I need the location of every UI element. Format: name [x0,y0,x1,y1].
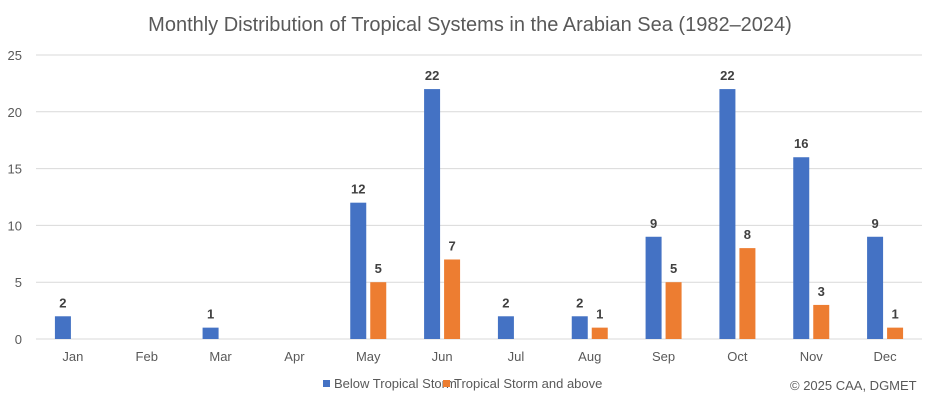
bars [54,89,904,339]
data-label-tropical-storm-and-above-nov: 3 [818,284,825,299]
data-label-below-tropical-storm-may: 12 [351,182,365,197]
x-tick-label-jun: Jun [432,349,453,364]
data-label-below-tropical-storm-jul: 2 [502,295,509,310]
bar-tropical-storm-and-above-dec [887,327,904,339]
copyright-credit: © 2025 CAA, DGMET [790,378,917,393]
bar-below-tropical-storm-dec [867,236,884,339]
legend-label-below-tropical-storm: Below Tropical Storm [334,376,457,391]
x-tick-label-jan: Jan [62,349,83,364]
data-label-below-tropical-storm-sep: 9 [650,216,657,231]
data-label-below-tropical-storm-aug: 2 [576,295,583,310]
gridlines [36,54,922,340]
y-tick-label: 0 [15,332,22,347]
data-label-tropical-storm-and-above-aug: 1 [596,307,603,322]
bar-below-tropical-storm-nov [793,157,810,339]
legend-label-tropical-storm-and-above: Tropical Storm and above [454,376,602,391]
x-axis-ticks: Jan Feb Mar Apr May Jun Jul Aug Sep Oct Nov Dec [62,349,897,364]
bar-below-tropical-storm-mar [202,327,219,339]
data-label-tropical-storm-and-above-dec: 1 [891,307,898,322]
bar-below-tropical-storm-jan [54,316,71,339]
bar-tropical-storm-and-above-may [370,282,387,339]
legend-swatch-tropical-storm-and-above [443,380,450,387]
bar-below-tropical-storm-jun [424,89,441,339]
y-tick-label: 5 [15,275,22,290]
data-label-below-tropical-storm-dec: 9 [871,216,878,231]
bar-tropical-storm-and-above-oct [739,248,756,339]
y-axis-ticks: 0 5 10 15 20 25 [8,48,22,347]
x-tick-label-sep: Sep [652,349,675,364]
x-tick-label-may: May [356,349,381,364]
x-tick-label-apr: Apr [284,349,305,364]
data-label-tropical-storm-and-above-jun: 7 [448,238,455,253]
bar-below-tropical-storm-oct [719,89,736,339]
x-tick-label-mar: Mar [209,349,232,364]
y-tick-label: 25 [8,48,22,63]
bar-below-tropical-storm-sep [645,236,662,339]
bar-below-tropical-storm-jul [497,316,514,339]
x-tick-label-oct: Oct [727,349,748,364]
data-label-below-tropical-storm-jan: 2 [59,295,66,310]
data-label-below-tropical-storm-oct: 22 [720,68,734,83]
bar-below-tropical-storm-may [350,202,367,339]
bar-tropical-storm-and-above-nov [813,304,830,339]
data-label-below-tropical-storm-nov: 16 [794,136,808,151]
data-label-below-tropical-storm-jun: 22 [425,68,439,83]
legend-swatch-below-tropical-storm [323,380,330,387]
bar-tropical-storm-and-above-sep [665,282,682,339]
x-tick-label-aug: Aug [578,349,601,364]
data-label-below-tropical-storm-mar: 1 [207,307,214,322]
data-label-tropical-storm-and-above-oct: 8 [744,227,751,242]
bar-tropical-storm-and-above-jun [444,259,461,339]
y-tick-label: 10 [8,218,22,233]
x-tick-label-dec: Dec [874,349,898,364]
y-tick-label: 15 [8,162,22,177]
x-tick-label-jul: Jul [508,349,525,364]
data-label-tropical-storm-and-above-sep: 5 [670,261,677,276]
bar-tropical-storm-and-above-aug [591,327,608,339]
x-tick-label-feb: Feb [136,349,158,364]
legend: Below Tropical Storm Tropical Storm and … [323,376,602,391]
y-tick-label: 20 [8,105,22,120]
x-tick-label-nov: Nov [800,349,824,364]
bar-below-tropical-storm-aug [571,316,588,339]
data-label-tropical-storm-and-above-may: 5 [375,261,382,276]
chart-title: Monthly Distribution of Tropical Systems… [148,14,792,36]
